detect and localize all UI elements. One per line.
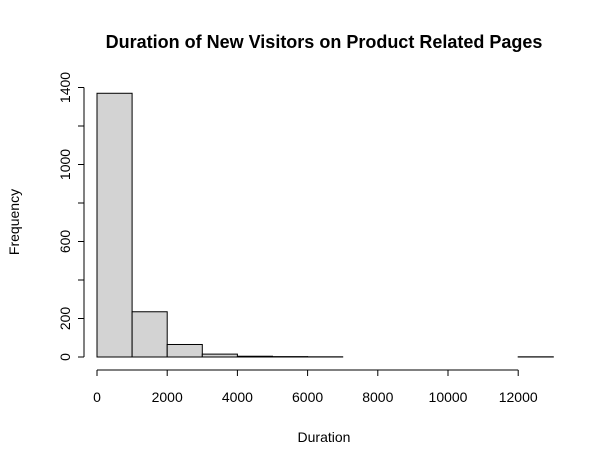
x-tick-label: 2000 [152, 389, 183, 405]
bars-group [96, 92, 554, 358]
chart-title: Duration of New Visitors on Product Rela… [106, 32, 543, 52]
x-axis: 0 2000 4000 6000 8000 10000 12000 [93, 369, 538, 405]
y-tick-label: 1000 [57, 149, 73, 180]
y-tick-label: 1400 [57, 72, 73, 103]
histogram-bar [236, 355, 273, 358]
y-axis: 0 200 600 1000 1400 [57, 72, 85, 361]
histogram-bar [166, 343, 203, 358]
y-axis-label: Frequency [6, 189, 22, 255]
y-tick-label: 200 [57, 307, 73, 331]
histogram-bar [131, 311, 168, 358]
y-tick-label: 600 [57, 230, 73, 254]
histogram-bar [96, 92, 133, 358]
x-tick-label: 12000 [499, 389, 538, 405]
y-tick-label: 0 [57, 353, 73, 361]
x-axis-label: Duration [298, 429, 351, 445]
x-tick-label: 6000 [292, 389, 323, 405]
x-tick-label: 8000 [362, 389, 393, 405]
x-tick-label: 0 [93, 389, 101, 405]
histogram-bar [201, 353, 238, 358]
x-tick-label: 10000 [429, 389, 468, 405]
x-tick-label: 4000 [222, 389, 253, 405]
